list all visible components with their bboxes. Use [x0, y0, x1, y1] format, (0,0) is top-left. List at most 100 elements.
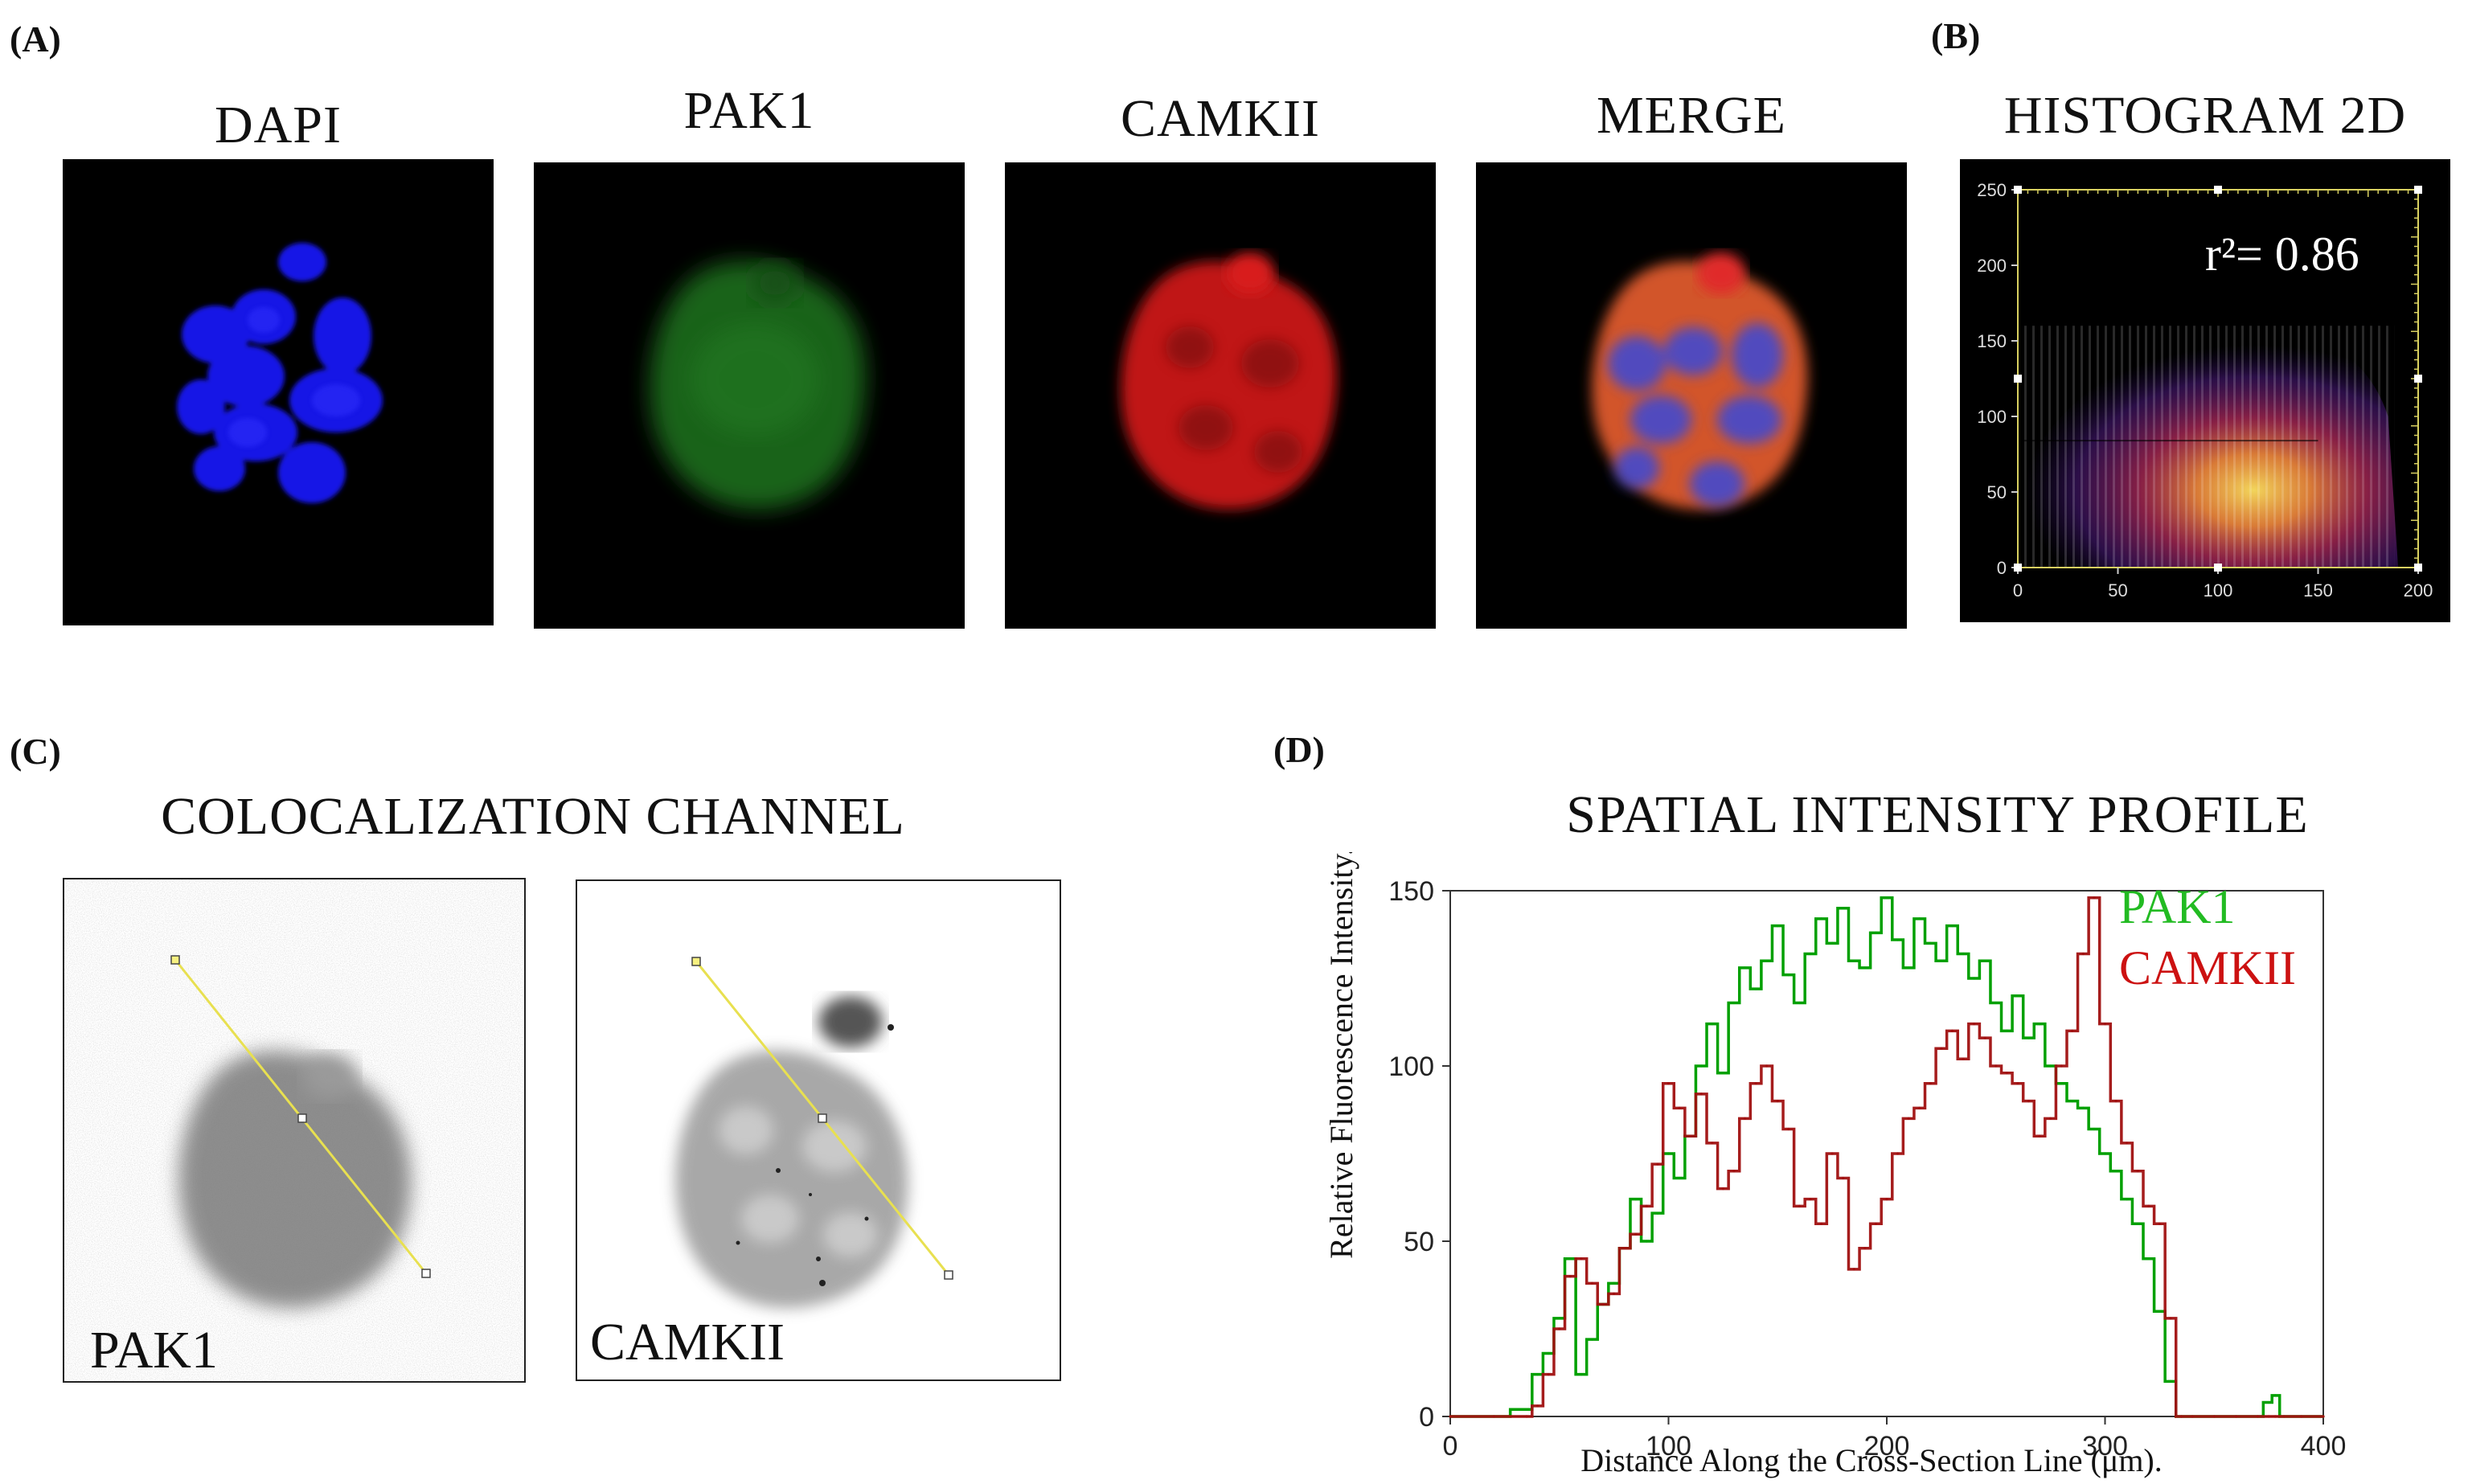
profile-xtick-label: 300	[2082, 1431, 2128, 1461]
camkii-gray-cell	[675, 1050, 908, 1309]
histogram-roi-handle	[2014, 375, 2022, 383]
profile-point-camkii	[2158, 1222, 2161, 1225]
profile-point-pak1	[2267, 1400, 2270, 1404]
profile-point-camkii	[1918, 1106, 1921, 1109]
profile-point-camkii	[1699, 1093, 1703, 1096]
camkii-cell	[1121, 261, 1337, 510]
profile-point-pak1	[2016, 994, 2019, 998]
profile-xtick-label: 400	[2301, 1431, 2347, 1461]
profile-point-pak1	[1613, 1281, 1616, 1285]
profile-point-pak1	[1819, 917, 1823, 920]
profile-point-camkii	[1711, 1142, 1714, 1145]
profile-point-pak1	[1678, 1176, 1681, 1180]
camkii-image	[1005, 162, 1436, 629]
profile-point-pak1	[1896, 938, 1900, 941]
histogram-roi-handle	[2014, 564, 2022, 572]
legend-pak1: PAK1	[2119, 880, 2236, 933]
profile-point-camkii	[1842, 1176, 1845, 1180]
profile-ylabel: Relative Fluorescence Intensity.	[1323, 852, 1359, 1259]
merge-image	[1476, 162, 1907, 629]
profile-point-pak1	[1798, 1001, 1801, 1005]
profile-point-pak1	[1754, 987, 1757, 990]
profile-point-pak1	[1732, 1001, 1736, 1005]
histogram-roi-handle	[2414, 375, 2422, 383]
profile-point-camkii	[1536, 1404, 1539, 1408]
histogram-bin-stripes	[2018, 326, 2395, 568]
dapi-image	[63, 159, 494, 625]
profile-xtick-label: 200	[1864, 1431, 1910, 1461]
profile-point-pak1	[1874, 931, 1878, 934]
camkii-channel-label: CAMKII	[590, 1313, 785, 1371]
profile-point-pak1	[1929, 941, 1932, 945]
profile-point-camkii	[2282, 1415, 2286, 1418]
profile-point-camkii	[1973, 1023, 1976, 1026]
profile-point-pak1	[2081, 1106, 2085, 1109]
profile-point-camkii	[1568, 1275, 1572, 1278]
merge-cell	[1592, 261, 1808, 510]
profile-point-camkii	[1798, 1204, 1801, 1207]
profile-point-camkii	[2016, 1082, 2019, 1085]
camkii-line-start-handle	[691, 957, 701, 966]
pak1-title: PAK1	[683, 81, 815, 140]
profile-point-pak1	[1852, 959, 1855, 962]
profile-point-camkii	[1547, 1373, 1550, 1376]
profile-point-camkii	[1983, 1036, 1986, 1039]
histogram-title: HISTOGRAM 2D	[2003, 86, 2407, 145]
profile-point-pak1	[1831, 941, 1834, 945]
histogram-ytick-label: 250	[1977, 180, 2007, 200]
profile-point-camkii	[2126, 1142, 2129, 1145]
profile-point-camkii	[2191, 1415, 2194, 1418]
profile-point-camkii	[1645, 1204, 1648, 1207]
profile-point-pak1	[1711, 1023, 1714, 1026]
spatial-intensity-chart: Relative Fluorescence Intensity. Distanc…	[1323, 852, 2347, 1478]
profile-point-pak1	[1940, 959, 1943, 962]
profile-point-camkii	[1940, 1047, 1943, 1050]
profile-point-pak1	[2136, 1222, 2139, 1225]
profile-point-camkii	[1809, 1198, 1812, 1201]
profile-point-pak1	[1863, 966, 1867, 970]
profile-point-camkii	[1787, 1127, 1790, 1131]
profile-point-pak1	[2038, 1023, 2041, 1026]
histogram-ytick-label: 0	[1997, 558, 2007, 578]
panel-label-a: (A)	[10, 18, 61, 59]
profile-series-pak1	[1450, 896, 2323, 1418]
profile-point-camkii	[1601, 1302, 1605, 1306]
pak1-gray-cell	[178, 1051, 412, 1309]
profile-point-camkii	[1874, 1222, 1878, 1225]
profile-point-camkii	[2114, 1100, 2117, 1103]
profile-point-pak1	[1568, 1257, 1572, 1261]
colocalization-title: COLOCALIZATION CHANNEL	[161, 787, 905, 846]
profile-point-camkii	[2049, 1117, 2052, 1120]
profile-point-camkii	[2169, 1317, 2172, 1320]
profile-point-camkii	[1667, 1082, 1671, 1085]
camkii-title: CAMKII	[1121, 89, 1320, 148]
histogram-2d: 0 50 100 150 200 0 50 100 150 200 250 r²= 0.86	[1960, 159, 2450, 622]
histogram-ytick-label: 50	[1987, 482, 2007, 502]
profile-point-pak1	[2093, 1127, 2096, 1131]
profile-point-camkii	[1689, 1134, 1692, 1138]
profile-point-camkii	[1776, 1100, 1779, 1103]
profile-point-camkii	[2071, 1029, 2074, 1032]
profile-point-pak1	[1809, 952, 1812, 956]
histogram-roi-handle	[2214, 186, 2222, 194]
profile-point-camkii	[1623, 1247, 1626, 1250]
profile-point-pak1	[1699, 1064, 1703, 1068]
profile-point-camkii	[2179, 1415, 2183, 1418]
histogram-xtick-label: 0	[2013, 580, 2023, 601]
profile-point-camkii	[1449, 1415, 1452, 1418]
panel-label-d: (D)	[1273, 729, 1325, 770]
histogram-xtick-label: 200	[2404, 580, 2433, 601]
camkii-line-end-handle	[944, 1270, 953, 1280]
profile-point-pak1	[1983, 959, 1986, 962]
profile-ytick-label: 100	[1388, 1052, 1434, 1082]
profile-point-pak1	[1536, 1373, 1539, 1376]
profile-point-pak1	[1580, 1373, 1583, 1376]
profile-point-pak1	[1787, 974, 1790, 977]
profile-point-camkii	[1907, 1117, 1910, 1120]
dapi-title: DAPI	[214, 96, 342, 154]
r-squared-annotation: r²= 0.86	[2205, 228, 2359, 281]
profile-point-pak1	[2103, 1152, 2107, 1155]
profile-point-camkii	[1896, 1152, 1900, 1155]
pak1-line-end-handle	[421, 1269, 431, 1278]
histogram-roi-handle	[2414, 186, 2422, 194]
